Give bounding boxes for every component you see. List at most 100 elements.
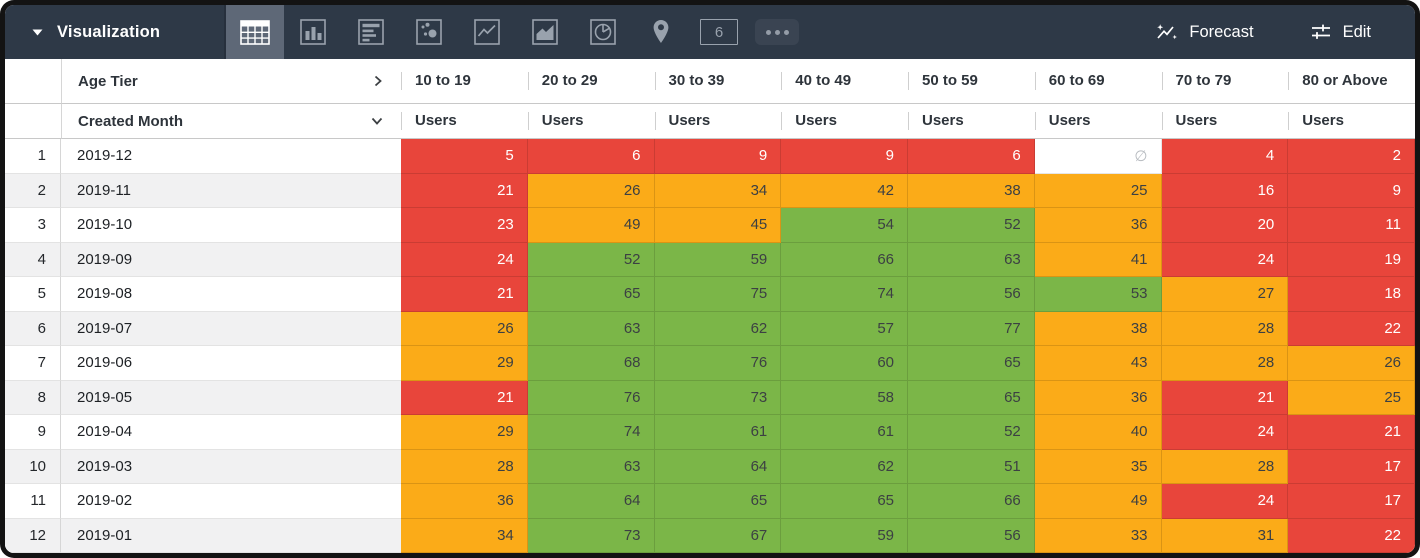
month-cell[interactable]: 2019-01	[61, 518, 401, 553]
data-cell[interactable]: 52	[908, 415, 1035, 450]
data-cell[interactable]: 62	[654, 311, 782, 346]
data-cell[interactable]: 77	[908, 311, 1035, 346]
data-cell[interactable]: 29	[401, 415, 528, 450]
month-cell[interactable]: 2019-09	[61, 242, 401, 277]
data-cell[interactable]: 25	[1288, 380, 1415, 415]
measure-header[interactable]: Users	[527, 104, 655, 139]
column-header[interactable]: 40 to 49	[781, 59, 908, 104]
data-cell[interactable]: 65	[908, 346, 1035, 381]
data-cell[interactable]: 9	[1288, 173, 1415, 208]
area-chart-icon[interactable]	[516, 5, 574, 59]
data-cell[interactable]: 36	[1034, 208, 1162, 243]
measure-header[interactable]: Users	[1161, 104, 1289, 139]
data-cell[interactable]: 40	[1034, 415, 1162, 450]
data-cell[interactable]: 28	[1161, 311, 1289, 346]
data-cell[interactable]: 21	[401, 380, 528, 415]
data-cell[interactable]: 24	[401, 242, 528, 277]
map-pin-icon[interactable]	[632, 5, 690, 59]
data-cell[interactable]: 34	[401, 518, 528, 553]
pie-chart-icon[interactable]	[574, 5, 632, 59]
data-cell[interactable]: 66	[908, 484, 1035, 519]
month-cell[interactable]: 2019-04	[61, 415, 401, 450]
forecast-button[interactable]: Forecast	[1155, 22, 1254, 43]
data-cell[interactable]: 5	[401, 139, 528, 174]
data-cell[interactable]: 58	[781, 380, 908, 415]
month-cell[interactable]: 2019-07	[61, 311, 401, 346]
month-cell[interactable]: 2019-10	[61, 208, 401, 243]
data-cell[interactable]: 27	[1161, 277, 1289, 312]
data-cell[interactable]: 51	[908, 449, 1035, 484]
data-cell[interactable]: 35	[1034, 449, 1162, 484]
data-cell[interactable]: 9	[781, 139, 908, 174]
data-cell[interactable]: 63	[527, 311, 655, 346]
data-cell[interactable]: 65	[527, 277, 655, 312]
data-cell[interactable]: 21	[401, 173, 528, 208]
data-cell[interactable]: 65	[908, 380, 1035, 415]
data-cell[interactable]: 41	[1034, 242, 1162, 277]
data-cell[interactable]: 52	[527, 242, 655, 277]
measure-header[interactable]: Users	[1034, 104, 1162, 139]
data-cell[interactable]: 23	[401, 208, 528, 243]
data-cell[interactable]: 75	[654, 277, 782, 312]
data-cell[interactable]: 21	[1161, 380, 1289, 415]
single-value-icon[interactable]: 6	[690, 5, 748, 59]
data-cell[interactable]: 65	[781, 484, 908, 519]
month-cell[interactable]: 2019-08	[61, 277, 401, 312]
column-header[interactable]: 10 to 19	[401, 59, 528, 104]
data-cell[interactable]: 57	[781, 311, 908, 346]
data-cell[interactable]: 64	[527, 484, 655, 519]
data-cell[interactable]: 60	[781, 346, 908, 381]
data-cell[interactable]: 73	[527, 518, 655, 553]
data-cell[interactable]: 28	[1161, 346, 1289, 381]
pivot-field-header[interactable]: Age Tier	[61, 59, 401, 104]
measure-header[interactable]: Users	[654, 104, 782, 139]
data-cell[interactable]: 17	[1288, 484, 1415, 519]
data-cell[interactable]: 11	[1288, 208, 1415, 243]
data-cell[interactable]: 56	[908, 277, 1035, 312]
data-cell[interactable]: 49	[527, 208, 655, 243]
data-cell[interactable]: 16	[1161, 173, 1289, 208]
data-cell[interactable]: 29	[401, 346, 528, 381]
data-cell[interactable]: 59	[654, 242, 782, 277]
measure-header[interactable]: Users	[908, 104, 1035, 139]
null-data-cell[interactable]: ∅	[1034, 139, 1162, 174]
table-icon[interactable]	[226, 5, 284, 59]
data-cell[interactable]: 31	[1161, 518, 1289, 553]
data-cell[interactable]: 20	[1161, 208, 1289, 243]
visualization-collapse-control[interactable]: Visualization	[5, 5, 226, 59]
data-cell[interactable]: 36	[401, 484, 528, 519]
data-cell[interactable]: 68	[527, 346, 655, 381]
data-cell[interactable]: 2	[1288, 139, 1415, 174]
month-cell[interactable]: 2019-02	[61, 484, 401, 519]
data-cell[interactable]: 54	[781, 208, 908, 243]
row-field-header[interactable]: Created Month	[61, 104, 401, 139]
column-header[interactable]: 30 to 39	[654, 59, 782, 104]
measure-header[interactable]: Users	[401, 104, 528, 139]
data-cell[interactable]: 76	[654, 346, 782, 381]
data-cell[interactable]: 19	[1288, 242, 1415, 277]
data-cell[interactable]: 33	[1034, 518, 1162, 553]
data-cell[interactable]: 59	[781, 518, 908, 553]
data-cell[interactable]: 38	[908, 173, 1035, 208]
data-cell[interactable]: 42	[781, 173, 908, 208]
data-cell[interactable]: 64	[654, 449, 782, 484]
measure-header[interactable]: Users	[781, 104, 908, 139]
data-cell[interactable]: 24	[1161, 484, 1289, 519]
data-cell[interactable]: 43	[1034, 346, 1162, 381]
column-header[interactable]: 80 or Above	[1288, 59, 1415, 104]
column-header[interactable]: 60 to 69	[1034, 59, 1162, 104]
data-cell[interactable]: 45	[654, 208, 782, 243]
data-cell[interactable]: 28	[1161, 449, 1289, 484]
data-cell[interactable]: 61	[781, 415, 908, 450]
edit-button[interactable]: Edit	[1310, 22, 1371, 42]
data-cell[interactable]: 25	[1034, 173, 1162, 208]
month-cell[interactable]: 2019-12	[61, 139, 401, 174]
column-header[interactable]: 20 to 29	[527, 59, 655, 104]
data-cell[interactable]: 73	[654, 380, 782, 415]
data-cell[interactable]: 61	[654, 415, 782, 450]
data-cell[interactable]: 66	[781, 242, 908, 277]
row-chart-icon[interactable]	[342, 5, 400, 59]
data-cell[interactable]: 21	[1288, 415, 1415, 450]
data-cell[interactable]: 22	[1288, 311, 1415, 346]
month-cell[interactable]: 2019-06	[61, 346, 401, 381]
